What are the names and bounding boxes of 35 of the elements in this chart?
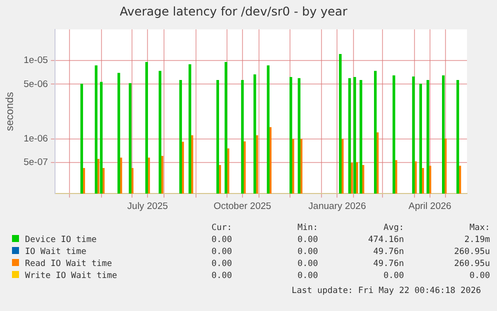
text: Cur: <box>210 222 232 234</box>
text: Avg: <box>382 222 404 234</box>
legend-label: Device IO time <box>24 234 98 246</box>
text: Last update: Fri May 22 00:46:18 2026 <box>292 286 481 296</box>
y-tick-label: 1e-05 <box>24 55 48 66</box>
text: 0.00 <box>296 246 318 258</box>
x-tick-label: April 2026 <box>408 200 452 212</box>
legend-label: Write IO Wait time <box>24 270 118 282</box>
text: 0.00 <box>468 270 490 282</box>
chart-title: Average latency for /dev/sr0 - by year <box>120 4 348 18</box>
text: 260.95u <box>453 258 490 270</box>
text: 474.16n <box>367 234 404 246</box>
text: 0.00 <box>296 234 318 246</box>
legend-label: Read IO Wait time <box>24 258 113 270</box>
text: 0.00 <box>210 246 232 258</box>
text: 2.19m <box>463 234 490 246</box>
text: 260.95u <box>453 246 490 258</box>
y-axis-title: seconds <box>4 92 16 132</box>
text: 0.00 <box>296 270 318 282</box>
text: 0.00 <box>296 258 318 270</box>
y-tick-label: 5e-07 <box>24 157 48 168</box>
text: 0.00 <box>210 270 232 282</box>
x-tick-label: October 2025 <box>214 200 272 212</box>
y-tick-label: 1e-06 <box>24 133 48 144</box>
x-tick-label: January 2026 <box>308 200 366 212</box>
text: 0.00 <box>210 258 232 270</box>
text: 49.76n <box>372 246 404 258</box>
text: Min: <box>296 222 318 234</box>
y-tick-label: 5e-06 <box>24 78 48 90</box>
text: 0.00 <box>210 234 232 246</box>
text: 49.76n <box>372 258 404 270</box>
text: Max: <box>468 222 490 234</box>
text: 0.00 <box>382 270 404 282</box>
legend-label: IO Wait time <box>24 246 88 258</box>
x-tick-label: July 2025 <box>127 200 168 212</box>
